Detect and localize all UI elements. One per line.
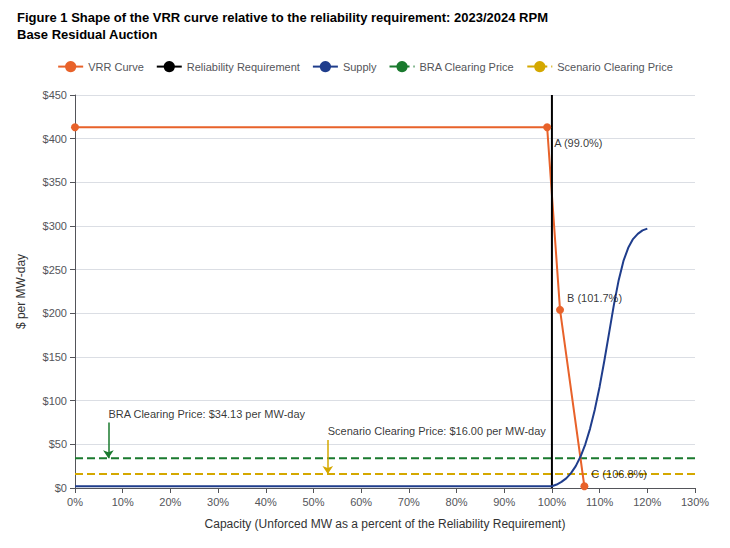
- svg-text:70%: 70%: [398, 496, 420, 508]
- svg-text:Reliability Requirement: Reliability Requirement: [187, 61, 300, 73]
- svg-text:40%: 40%: [255, 496, 277, 508]
- svg-text:B (101.7%): B (101.7%): [567, 292, 622, 304]
- svg-text:100%: 100%: [538, 496, 566, 508]
- svg-text:20%: 20%: [159, 496, 181, 508]
- svg-text:Figure 1 Shape of the VRR curv: Figure 1 Shape of the VRR curve relative…: [17, 10, 548, 25]
- svg-text:$0: $0: [55, 482, 67, 494]
- svg-text:$400: $400: [43, 133, 67, 145]
- svg-text:30%: 30%: [207, 496, 229, 508]
- svg-text:0%: 0%: [67, 496, 83, 508]
- svg-text:A (99.0%): A (99.0%): [554, 137, 602, 149]
- svg-text:$450: $450: [43, 89, 67, 101]
- svg-text:$100: $100: [43, 395, 67, 407]
- svg-text:50%: 50%: [302, 496, 324, 508]
- svg-text:120%: 120%: [633, 496, 661, 508]
- svg-text:VRR Curve: VRR Curve: [88, 61, 144, 73]
- svg-text:$300: $300: [43, 220, 67, 232]
- svg-text:Capacity (Unforced MW as a per: Capacity (Unforced MW as a percent of th…: [205, 517, 566, 531]
- svg-text:$250: $250: [43, 264, 67, 276]
- svg-text:$350: $350: [43, 176, 67, 188]
- svg-text:$200: $200: [43, 307, 67, 319]
- svg-text:C (106.8%): C (106.8%): [591, 468, 647, 480]
- svg-text:BRA Clearing Price: $34.13 per: BRA Clearing Price: $34.13 per MW-day: [108, 408, 305, 420]
- svg-text:BRA Clearing Price: BRA Clearing Price: [420, 61, 514, 73]
- svg-text:Scenario Clearing Price: $16.0: Scenario Clearing Price: $16.00 per MW-d…: [328, 425, 547, 437]
- svg-text:80%: 80%: [446, 496, 468, 508]
- svg-text:Supply: Supply: [343, 61, 377, 73]
- svg-text:$50: $50: [49, 438, 67, 450]
- svg-text:10%: 10%: [112, 496, 134, 508]
- svg-text:110%: 110%: [586, 496, 614, 508]
- svg-text:$150: $150: [43, 351, 67, 363]
- svg-text:90%: 90%: [493, 496, 515, 508]
- svg-text:Base Residual Auction: Base Residual Auction: [17, 27, 157, 42]
- svg-text:Scenario Clearing Price: Scenario Clearing Price: [557, 61, 673, 73]
- svg-text:$ per MW-day: $ per MW-day: [14, 254, 28, 329]
- svg-text:130%: 130%: [681, 496, 709, 508]
- svg-text:60%: 60%: [350, 496, 372, 508]
